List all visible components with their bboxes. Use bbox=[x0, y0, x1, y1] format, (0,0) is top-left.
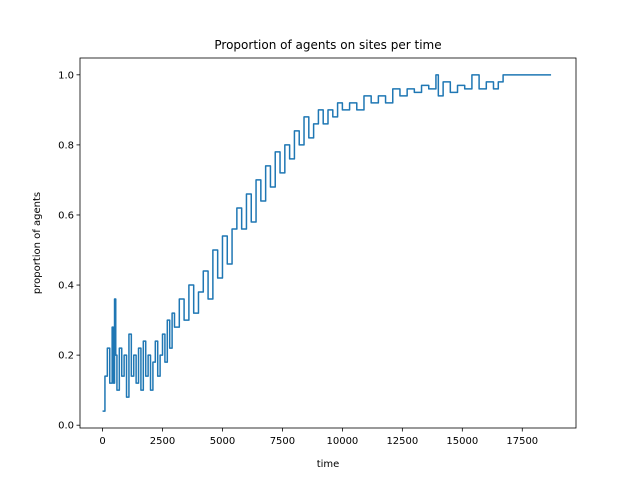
x-tick-label: 15000 bbox=[446, 436, 478, 447]
y-tick-label: 0.0 bbox=[58, 421, 74, 432]
axes-frame bbox=[79, 57, 577, 429]
series-line bbox=[102, 74, 552, 412]
y-tick-label: 0.6 bbox=[58, 210, 74, 221]
y-tick-label: 1.0 bbox=[58, 70, 74, 81]
x-tick-label: 10000 bbox=[326, 436, 358, 447]
x-tick-label: 7500 bbox=[270, 436, 295, 447]
y-axis-label: proportion of agents bbox=[32, 192, 43, 294]
x-tick-label: 0 bbox=[99, 436, 105, 447]
x-tick-label: 17500 bbox=[506, 436, 538, 447]
x-axis-label: time bbox=[317, 459, 340, 470]
x-axis-ticks: 0 2500 5000 7500 10000 12500 15000 17500 bbox=[99, 428, 538, 447]
y-tick-label: 0.8 bbox=[58, 140, 74, 151]
chart-title: Proportion of agents on sites per time bbox=[214, 38, 441, 52]
x-tick-label: 5000 bbox=[210, 436, 235, 447]
y-tick-label: 0.2 bbox=[58, 351, 74, 362]
x-tick-label: 2500 bbox=[150, 436, 175, 447]
y-axis-ticks: 0.0 0.2 0.4 0.6 0.8 1.0 bbox=[58, 70, 80, 432]
plot-area bbox=[102, 74, 552, 412]
x-tick-label: 12500 bbox=[386, 436, 418, 447]
y-tick-label: 0.4 bbox=[58, 281, 74, 292]
